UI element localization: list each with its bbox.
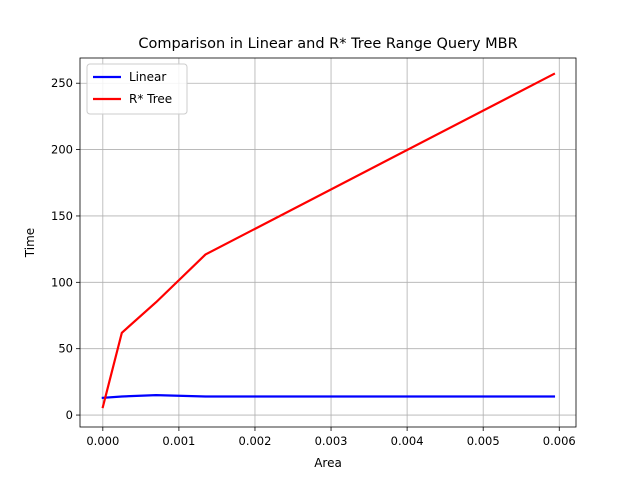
chart-title: Comparison in Linear and R* Tree Range Q…: [138, 36, 517, 52]
x-tick-label: 0.004: [391, 434, 424, 448]
y-tick-label: 100: [51, 275, 73, 289]
grid: [80, 58, 576, 427]
axis-ticks: 0.000 0.001 0.002 0.003 0.004 0.005 0.006 0 50 10…: [51, 76, 576, 448]
legend-label-linear: Linear: [129, 70, 166, 84]
x-tick-label: 0.001: [162, 434, 195, 448]
legend-label-r-tree: R* Tree: [129, 92, 172, 106]
y-tick-label: 200: [51, 143, 73, 157]
series-line-linear: [101, 394, 556, 399]
x-tick-label: 0.003: [315, 434, 348, 448]
plot-lines: [101, 72, 556, 409]
legend: Linear R* Tree: [86, 63, 188, 115]
x-tick-label: 0.002: [239, 434, 272, 448]
y-tick-label: 50: [58, 342, 73, 356]
x-tick-label: 0.005: [467, 434, 500, 448]
y-tick-label: 0: [66, 408, 73, 422]
x-axis-label: Area: [314, 456, 342, 470]
y-tick-label: 250: [51, 76, 73, 90]
y-tick-label: 150: [51, 209, 73, 223]
x-tick-label: 0.000: [86, 434, 119, 448]
x-tick-label: 0.006: [543, 434, 576, 448]
y-axis-label: Time: [23, 228, 37, 258]
plot-frame: [79, 57, 577, 428]
series-line-r-tree: [101, 72, 556, 409]
